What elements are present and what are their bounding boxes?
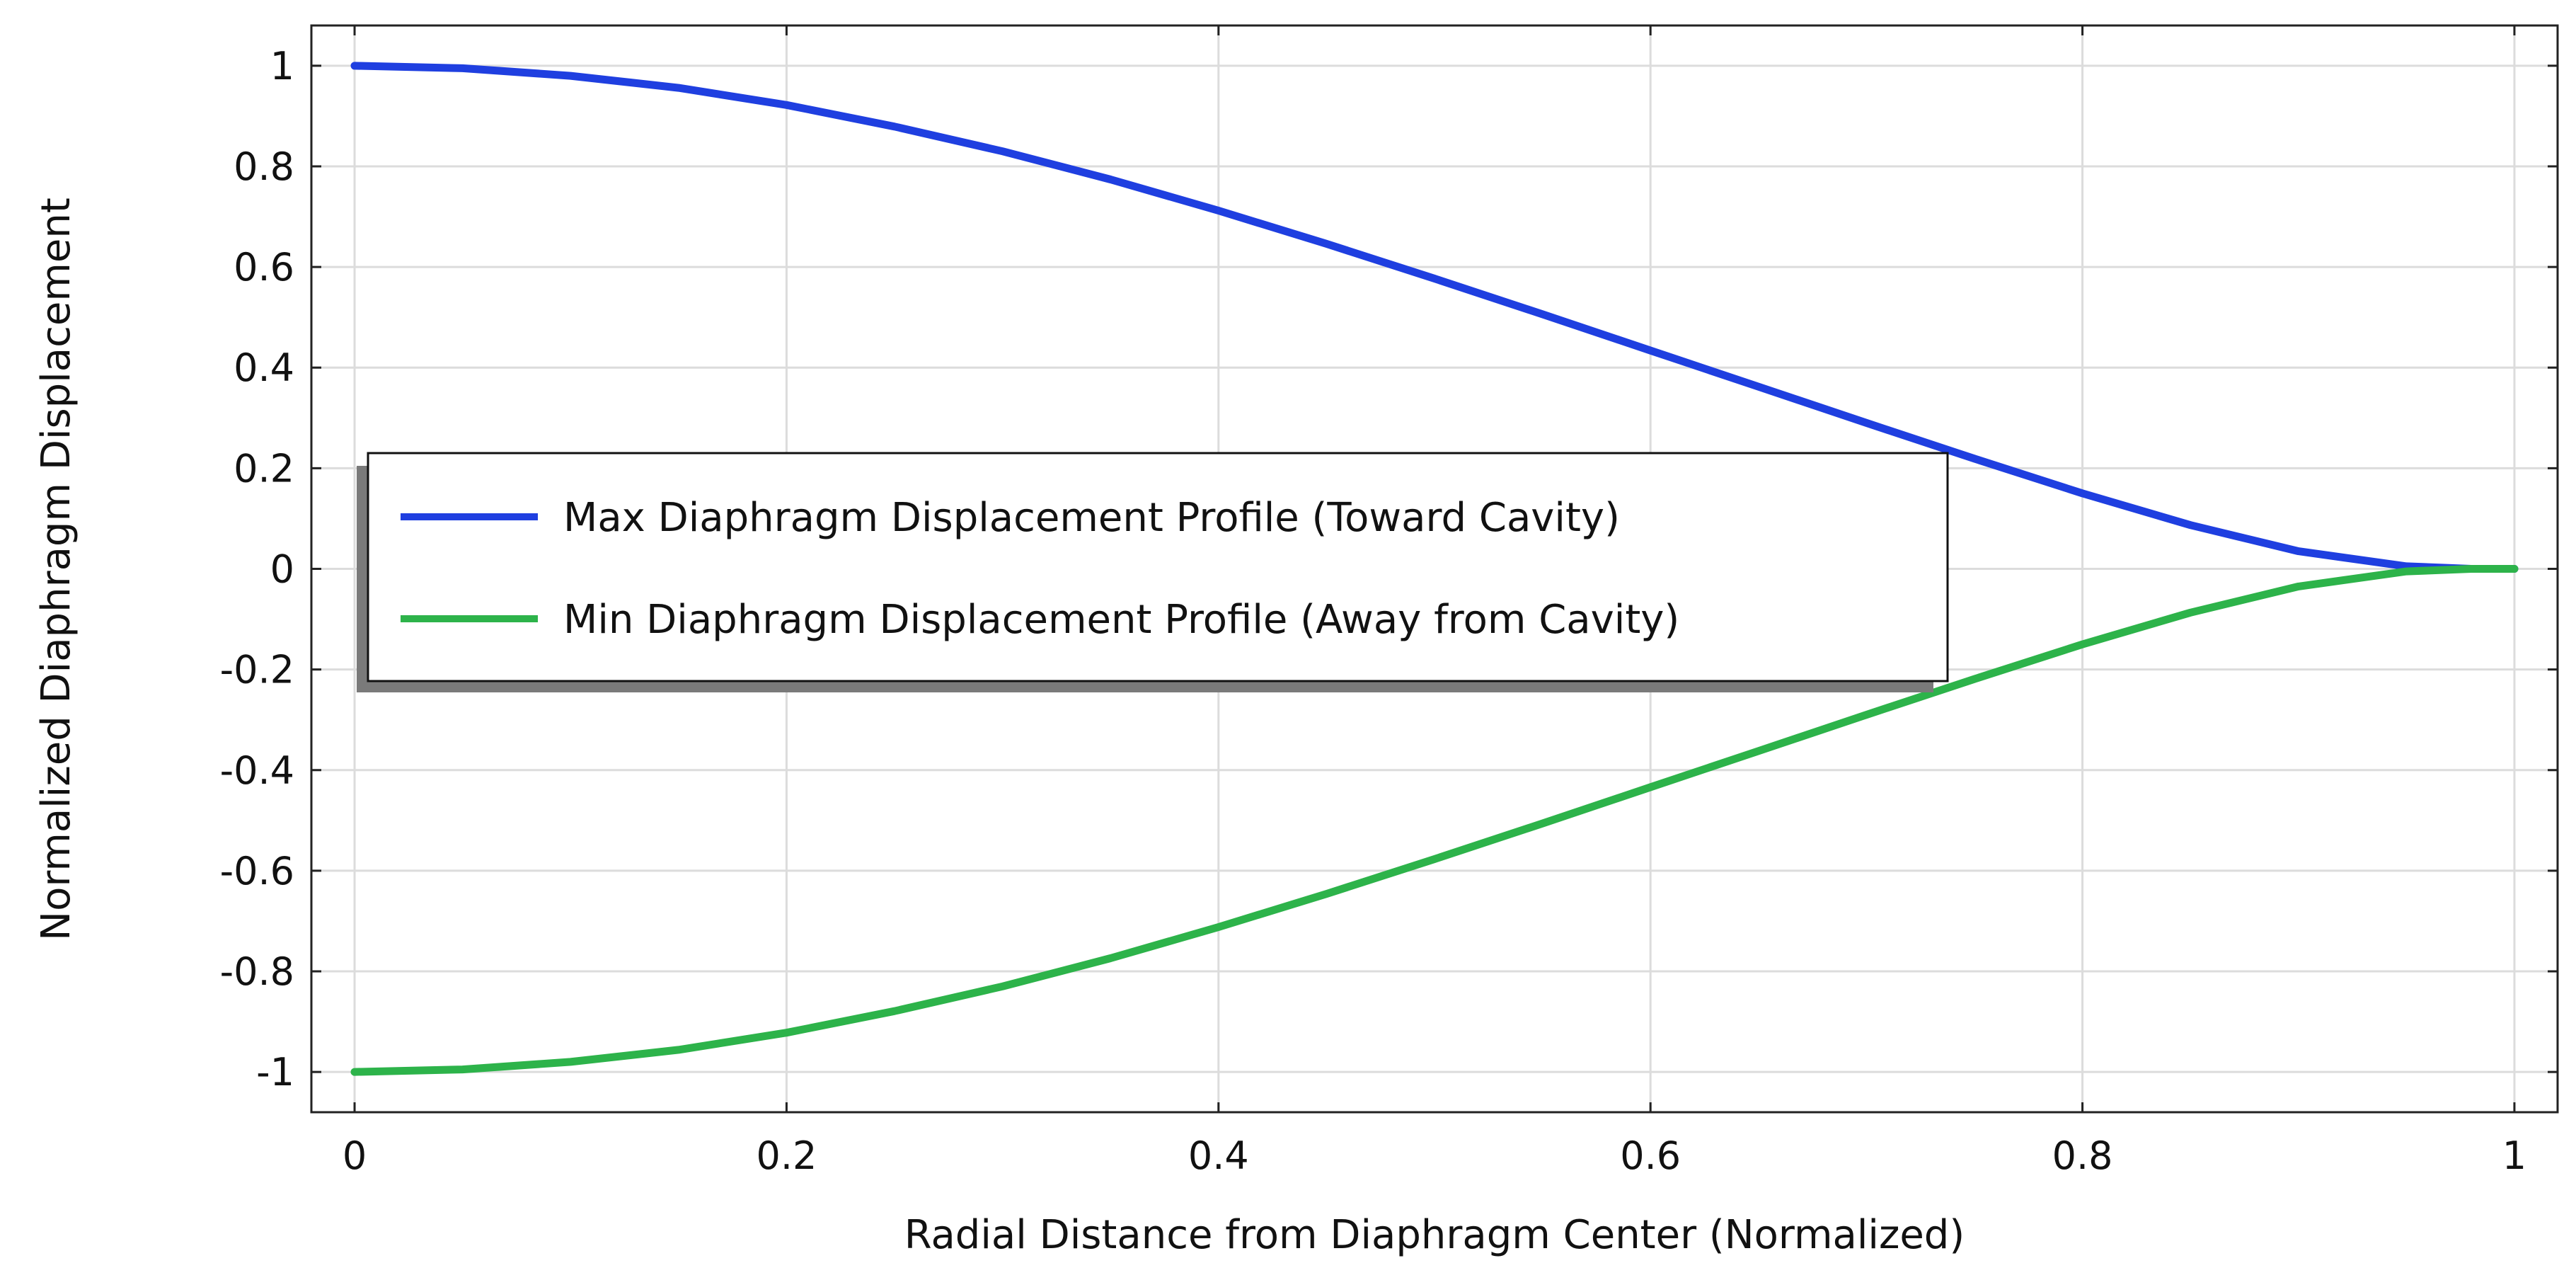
- y-tick-label: 0.2: [234, 446, 294, 491]
- y-tick-label: -0.8: [220, 949, 294, 994]
- y-tick-label: 0.6: [234, 245, 294, 290]
- x-axis-title: Radial Distance from Diaphragm Center (N…: [904, 1212, 1965, 1258]
- x-tick-label: 0.4: [1188, 1133, 1249, 1178]
- x-tick-label: 0.2: [756, 1133, 817, 1178]
- y-tick-label: 0: [270, 547, 294, 592]
- x-tick-label: 0: [343, 1133, 367, 1178]
- series-lines: [350, 62, 2519, 1076]
- x-tick-label: 1: [2502, 1133, 2526, 1178]
- y-tick-label: -0.2: [220, 648, 294, 692]
- series-line-min: [350, 565, 2519, 1076]
- y-tick-label: -1: [256, 1050, 294, 1095]
- legend-label-min: Min Diaphragm Displacement Profile (Away…: [563, 597, 1679, 643]
- axis-ticks: 0 0.2 0.4 0.6 0.8 1 1 0.8 0.6 0.4 0.2 0 -0.2 -0.4 -0.6…: [220, 25, 2558, 1178]
- legend-label-max: Max Diaphragm Displacement Profile (Towa…: [563, 495, 1620, 541]
- y-tick-label: 0.8: [234, 144, 294, 189]
- legend: Max Diaphragm Displacement Profile (Towa…: [357, 452, 1949, 692]
- x-tick-label: 0.6: [1620, 1133, 1681, 1178]
- y-tick-label: -0.4: [220, 748, 294, 793]
- y-tick-label: 0.4: [234, 345, 294, 390]
- y-axis-title: Normalized Diaphragm Displacement: [33, 198, 79, 941]
- y-tick-label: 1: [270, 44, 294, 88]
- x-tick-label: 0.8: [2052, 1133, 2113, 1178]
- legend-box: [367, 452, 1949, 682]
- y-tick-label: -0.6: [220, 849, 294, 893]
- series-line-max: [350, 62, 2519, 573]
